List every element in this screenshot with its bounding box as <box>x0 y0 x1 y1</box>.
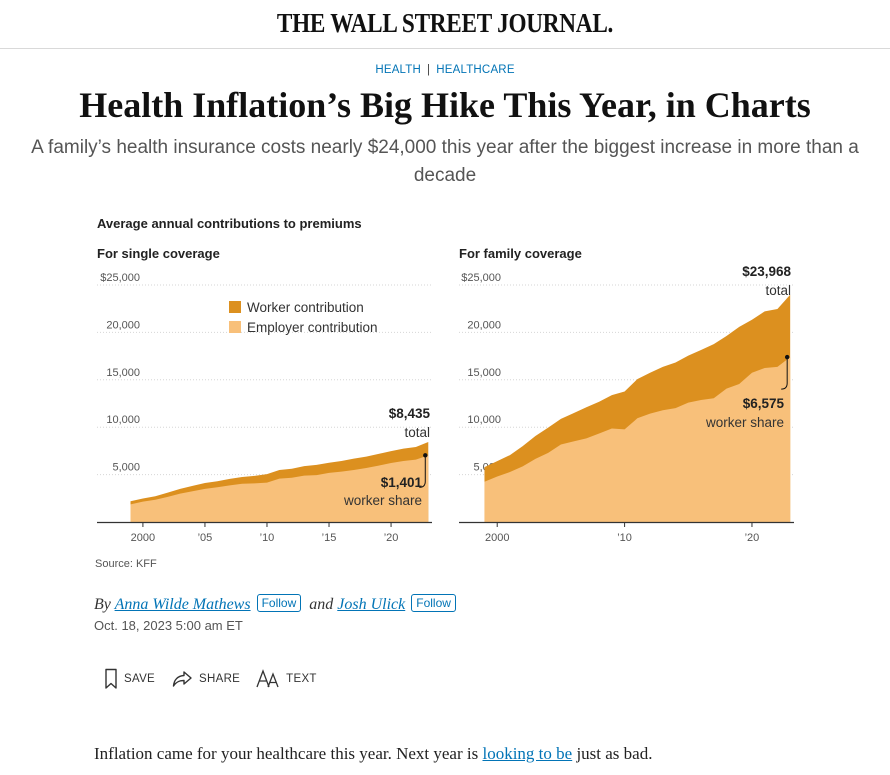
single-worker-value: $1,401 <box>381 475 423 490</box>
byline-conjunction: and <box>309 596 334 613</box>
family-y-tick-label: $25,000 <box>461 272 501 284</box>
chart-source: Source: KFF <box>95 558 157 570</box>
text-label: TEXT <box>286 673 317 685</box>
family-employer-area <box>484 357 791 522</box>
single-y-tick-label: 10,000 <box>106 414 140 426</box>
article-tools: SAVE SHARE TEXT <box>104 668 317 690</box>
byline-prefix: By <box>94 596 111 613</box>
single-x-tick-label: ’05 <box>198 532 213 544</box>
follow-button-author1[interactable]: Follow <box>256 594 302 612</box>
save-label: SAVE <box>124 673 156 685</box>
legend-worker-swatch <box>229 301 241 313</box>
chart-svg: Average annual contributions to premiums… <box>95 216 794 570</box>
chart-figure: Average annual contributions to premiums… <box>0 205 890 575</box>
single-total-label: total <box>404 425 430 440</box>
article-paragraph: Inflation came for your healthcare this … <box>94 744 652 764</box>
single-subtitle: For single coverage <box>97 246 220 261</box>
family-subtitle: For family coverage <box>459 246 582 261</box>
category-healthcare-link[interactable]: HEALTHCARE <box>436 64 515 76</box>
family-x-tick-label: ’10 <box>617 532 632 544</box>
author-link-anna-wilde-mathews[interactable]: Anna Wilde Mathews <box>114 596 251 613</box>
follow-button-author2[interactable]: Follow <box>411 594 456 612</box>
chart-legend: Worker contribution Employer contributio… <box>229 300 378 335</box>
author-link-josh-ulick[interactable]: Josh Ulick <box>337 596 406 613</box>
paragraph-text-end: just as bad. <box>572 744 653 763</box>
headline: Health Inflation’s Big Hike This Year, i… <box>79 85 811 125</box>
category-health-link[interactable]: HEALTH <box>375 64 422 76</box>
wsj-logo[interactable]: THE WALL STREET JOURNAL. <box>276 8 614 38</box>
legend-employer-swatch <box>229 321 241 333</box>
category-breadcrumb: HEALTH | HEALTHCARE <box>0 64 890 76</box>
single-total-value: $8,435 <box>389 406 431 421</box>
text-size-icon <box>256 668 280 690</box>
family-total-value: $23,968 <box>742 264 791 279</box>
single-y-tick-label: 15,000 <box>106 367 140 379</box>
family-x-tick-label: 2000 <box>485 532 509 544</box>
publish-date: Oct. 18, 2023 5:00 am ET <box>94 618 243 633</box>
single-x-tick-label: ’20 <box>384 532 399 544</box>
single-annotations: $8,435 total $1,401 worker share <box>343 406 431 508</box>
family-x-tick-label: ’20 <box>745 532 760 544</box>
save-button[interactable]: SAVE <box>104 668 155 690</box>
category-separator: | <box>427 64 431 76</box>
single-y-tick-label: 5,000 <box>112 462 140 474</box>
text-size-button[interactable]: TEXT <box>256 668 317 690</box>
single-worker-share-leader <box>419 455 426 488</box>
share-label: SHARE <box>199 673 241 685</box>
single-y-tick-label: 20,000 <box>106 319 140 331</box>
single-x-tick-label: 2000 <box>131 532 155 544</box>
family-y-tick-label: 20,000 <box>467 319 501 331</box>
masthead: THE WALL STREET JOURNAL. <box>0 0 890 49</box>
family-worker-label: worker share <box>705 415 784 430</box>
paragraph-text-start: Inflation came for your healthcare this … <box>94 744 483 763</box>
dek: A family’s health insurance costs nearly… <box>31 137 859 186</box>
legend-employer-label: Employer contribution <box>247 320 378 335</box>
family-coverage-panel: $25,00020,00015,00010,0005,00002000’10’2… <box>459 272 794 544</box>
single-x-tick-label: ’10 <box>260 532 275 544</box>
bookmark-icon <box>104 668 118 690</box>
single-worker-label: worker share <box>343 493 422 508</box>
family-y-tick-label: 15,000 <box>467 367 501 379</box>
family-worker-share-leader <box>781 357 788 390</box>
looking-to-be-link[interactable]: looking to be <box>482 744 573 763</box>
byline: By Anna Wilde Mathews Follow and Josh Ulic… <box>94 594 464 614</box>
family-total-label: total <box>765 283 791 298</box>
family-y-tick-label: 10,000 <box>467 414 501 426</box>
single-y-tick-label: $25,000 <box>100 272 140 284</box>
share-arrow-icon <box>171 669 193 689</box>
family-worker-value: $6,575 <box>743 396 785 411</box>
legend-worker-label: Worker contribution <box>247 300 364 315</box>
family-annotations: $23,968 total $6,575 worker share <box>705 264 792 430</box>
chart-title: Average annual contributions to premiums <box>97 216 362 231</box>
single-employer-area <box>130 455 429 522</box>
share-button[interactable]: SHARE <box>171 669 240 689</box>
single-x-tick-label: ’15 <box>322 532 337 544</box>
single-coverage-panel: $25,00020,00015,00010,0005,00002000’05’1… <box>97 272 432 544</box>
